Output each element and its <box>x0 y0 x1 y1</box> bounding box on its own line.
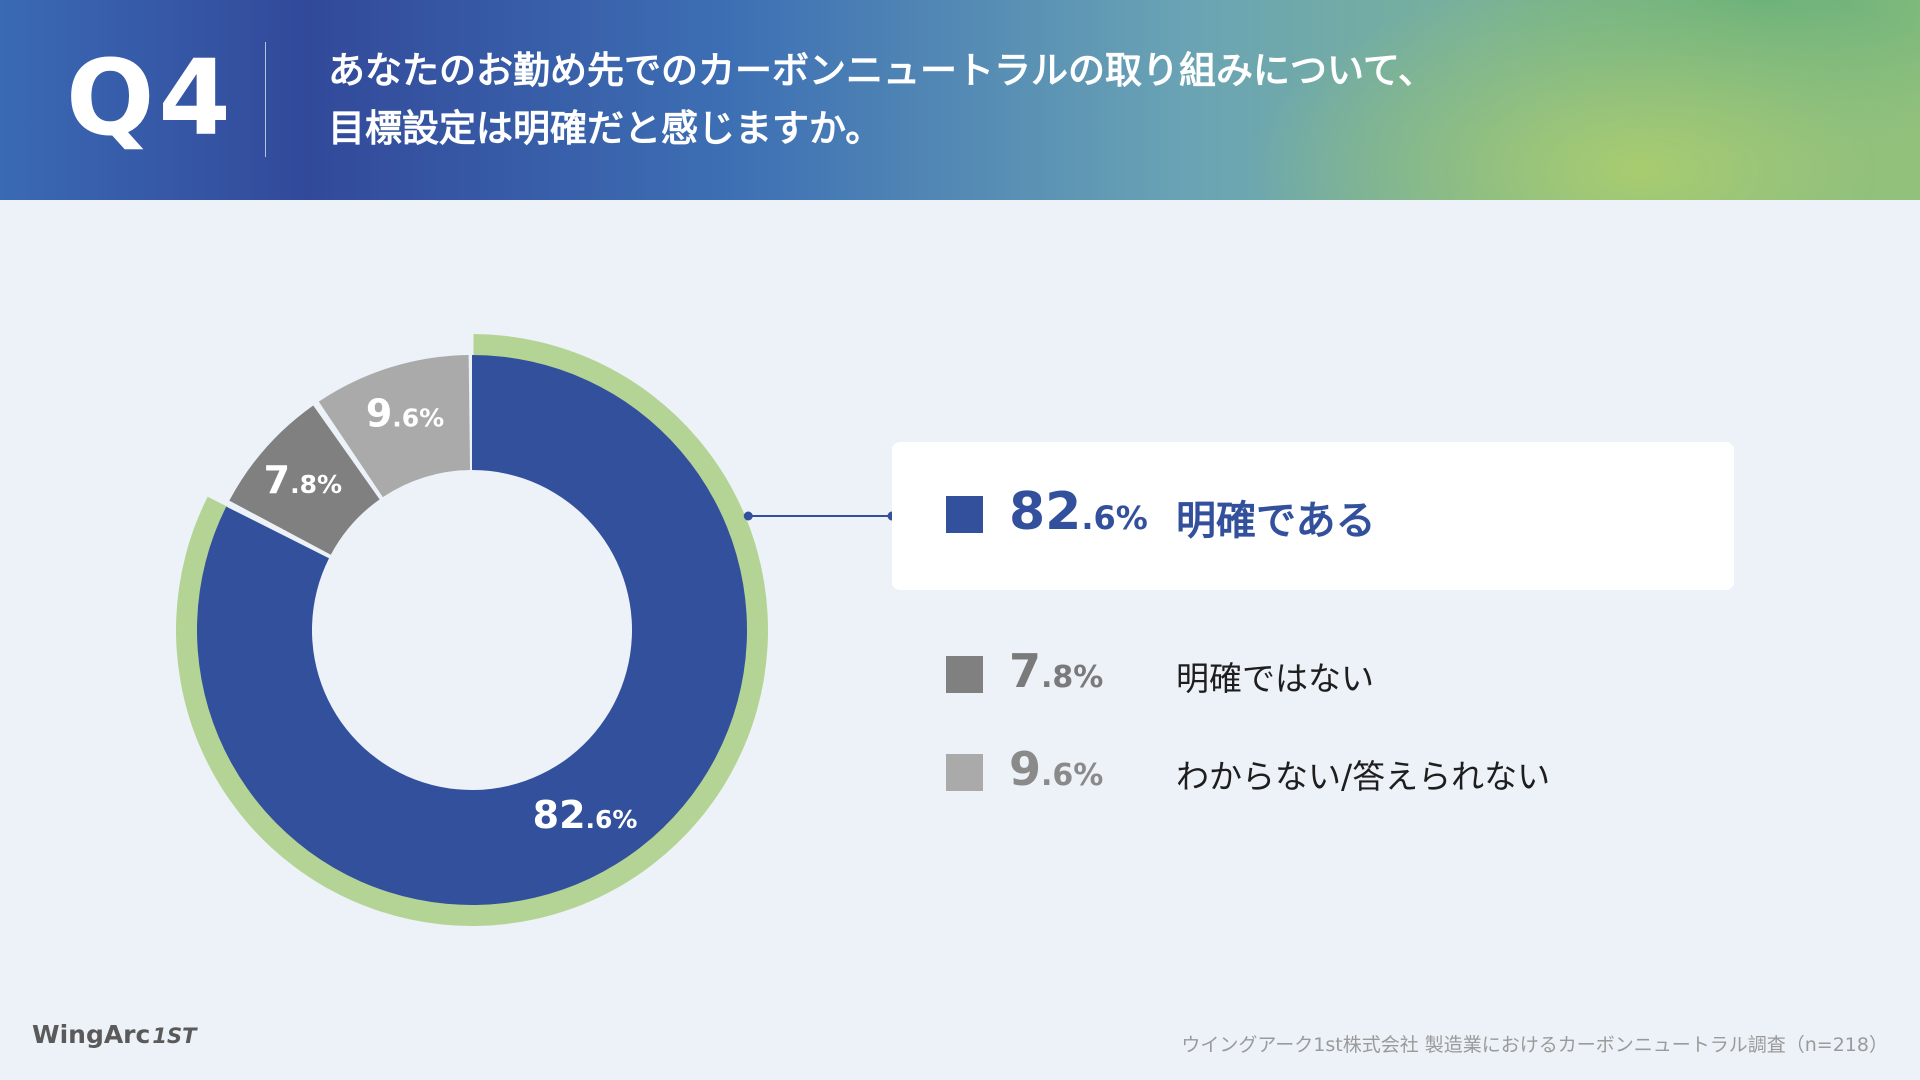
legend-swatch-dark-gray <box>946 656 983 693</box>
legend-swatch-blue <box>946 496 983 533</box>
legend-label: 明確ではない <box>1176 659 1374 698</box>
legend-percent-dec: .6% <box>1041 758 1104 793</box>
slice-label-3: 9.6% <box>366 392 444 436</box>
legend-percent: 82.6% <box>1009 482 1148 542</box>
donut-slice-3 <box>318 355 471 498</box>
legend-percent-dec: .8% <box>1041 660 1104 695</box>
question-line-1: あなたのお勤め先でのカーボンニュートラルの取り組みについて、 <box>328 49 1436 92</box>
logo-text: WingArc <box>32 1020 151 1049</box>
header-divider <box>265 42 266 157</box>
logo-mark: 1ST <box>152 1024 197 1048</box>
legend-percent-int: 9 <box>1009 742 1042 796</box>
legend-percent-dec: .6% <box>1081 499 1148 537</box>
donut-slice-2 <box>229 405 380 555</box>
header-banner: Q4 あなたのお勤め先でのカーボンニュートラルの取り組みについて、 目標設定は明… <box>0 0 1920 200</box>
slice-label-2: 7.8% <box>264 458 342 502</box>
legend-swatch-light-gray <box>946 754 983 791</box>
legend-percent-int: 7 <box>1009 644 1042 698</box>
donut-slice-1 <box>197 355 748 906</box>
question-text: あなたのお勤め先でのカーボンニュートラルの取り組みについて、 目標設定は明確だと… <box>328 42 1588 158</box>
question-line-2: 目標設定は明確だと感じますか。 <box>328 107 883 150</box>
question-number: Q4 <box>66 37 235 159</box>
legend-label: わからない/答えられない <box>1176 757 1551 796</box>
leader-dot-1 <box>743 511 753 521</box>
legend-label: 明確である <box>1176 498 1376 544</box>
slice-label-1: 82.6% <box>533 793 638 837</box>
legend-percent: 7.8% <box>1009 644 1103 698</box>
source-note: ウイングアーク1st株式会社 製造業におけるカーボンニュートラル調査（n=218… <box>1181 1034 1888 1056</box>
wingarc-logo: WingArc1ST <box>32 1020 196 1049</box>
legend-percent: 9.6% <box>1009 742 1103 796</box>
legend-percent-int: 82 <box>1009 482 1082 542</box>
highlight-legend-card <box>892 442 1734 590</box>
